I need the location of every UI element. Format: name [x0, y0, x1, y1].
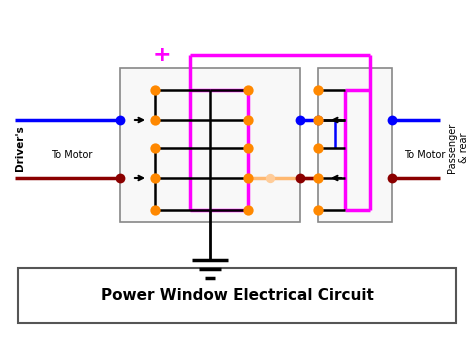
- Point: [314, 87, 322, 93]
- Point: [151, 175, 159, 181]
- Point: [116, 175, 124, 181]
- Point: [266, 175, 274, 181]
- Point: [314, 145, 322, 151]
- Point: [296, 175, 304, 181]
- Point: [151, 87, 159, 93]
- Point: [116, 117, 124, 123]
- Point: [388, 117, 396, 123]
- Text: +: +: [153, 45, 171, 65]
- Point: [314, 117, 322, 123]
- Text: Driver's: Driver's: [15, 125, 25, 171]
- Point: [314, 175, 322, 181]
- Point: [244, 117, 252, 123]
- Point: [151, 207, 159, 213]
- Point: [244, 175, 252, 181]
- Point: [314, 207, 322, 213]
- Point: [314, 117, 322, 123]
- Text: Power Window Electrical Circuit: Power Window Electrical Circuit: [100, 288, 374, 302]
- Point: [151, 145, 159, 151]
- Text: To Motor: To Motor: [404, 150, 446, 160]
- Text: Passenger
& rear: Passenger & rear: [447, 123, 469, 173]
- Bar: [18, 268, 456, 323]
- Bar: [318, 68, 392, 222]
- Point: [388, 175, 396, 181]
- Text: To Motor: To Motor: [51, 150, 93, 160]
- Point: [244, 207, 252, 213]
- Point: [244, 87, 252, 93]
- Point: [244, 145, 252, 151]
- Bar: [120, 68, 300, 222]
- Point: [296, 117, 304, 123]
- Point: [151, 117, 159, 123]
